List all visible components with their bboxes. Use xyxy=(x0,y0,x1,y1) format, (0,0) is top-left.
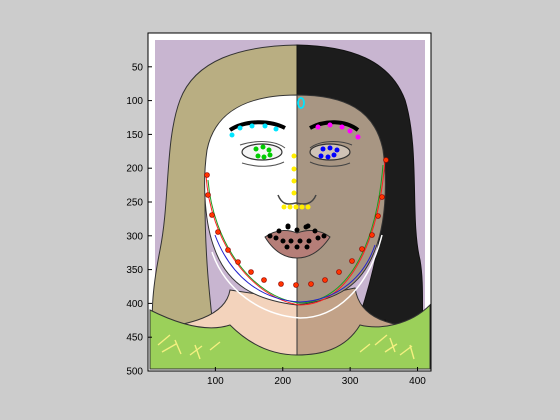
left-eyebrow-point xyxy=(249,123,255,129)
x-tick-label: 400 xyxy=(409,376,426,387)
right-eyebrow-point xyxy=(355,134,361,140)
left-eye-point xyxy=(267,152,273,158)
mouth-point xyxy=(276,228,282,234)
right-eyebrow xyxy=(309,120,360,132)
y-tick-label: 200 xyxy=(126,164,143,175)
mouth-point xyxy=(267,233,273,239)
jaw-point xyxy=(322,277,328,283)
jaw-point xyxy=(248,269,254,275)
jaw-point xyxy=(379,194,385,200)
x-tick-label: 300 xyxy=(342,376,359,387)
y-tick-label: 400 xyxy=(126,299,143,310)
forehead-marker xyxy=(297,97,305,109)
jaw-point xyxy=(209,212,215,218)
nose-point xyxy=(293,204,299,210)
jaw-point xyxy=(308,281,314,287)
jaw-point xyxy=(359,246,365,252)
jaw-point xyxy=(235,259,241,265)
right-eyebrow-point xyxy=(315,124,321,130)
lips xyxy=(264,230,331,259)
jaw-fit-red xyxy=(205,159,386,306)
x-tick-label: 100 xyxy=(207,376,224,387)
left-eye-point xyxy=(261,154,267,160)
mouth-point xyxy=(294,227,300,233)
right-eye-point xyxy=(320,146,326,152)
nose-point xyxy=(281,204,287,210)
mouth-point xyxy=(280,238,286,244)
jaw-fit-white xyxy=(211,234,383,319)
right-eyebrow-point xyxy=(327,122,333,128)
jaw-point xyxy=(215,229,221,235)
face-image xyxy=(149,35,431,370)
y-tick-label: 100 xyxy=(126,96,143,107)
right-eye-point xyxy=(331,152,337,158)
shirt xyxy=(149,303,431,370)
mouth-point xyxy=(321,233,327,239)
left-eye-point xyxy=(266,147,272,153)
landmark-points xyxy=(204,97,389,288)
jaw-point xyxy=(293,282,299,288)
mouth-point xyxy=(294,244,300,250)
jaw-point xyxy=(261,277,267,283)
mouth-point xyxy=(284,244,290,250)
y-tick-label: 50 xyxy=(132,62,144,73)
y-tick-label: 450 xyxy=(126,333,143,344)
jaw-point xyxy=(278,281,284,287)
shirt-pattern xyxy=(157,334,415,360)
y-axis: 50 100 150 200 250 300 350 400 450 500 xyxy=(126,62,152,378)
left-eyebrow-point xyxy=(262,123,268,129)
jaw-point xyxy=(375,213,381,219)
nose xyxy=(277,194,317,205)
mouth-point xyxy=(288,238,294,244)
mouth-point xyxy=(306,238,312,244)
mouth-point xyxy=(304,244,310,250)
jaw-point xyxy=(205,192,211,198)
nose-point xyxy=(287,204,293,210)
nose-point xyxy=(291,178,297,184)
x-tick-label: 200 xyxy=(274,376,291,387)
left-eyebrow-point xyxy=(273,126,279,132)
mouth-point xyxy=(297,238,303,244)
jaw-point xyxy=(369,232,375,238)
right-eyebrow-point xyxy=(347,128,353,134)
mouth-point xyxy=(315,235,321,241)
nose-point xyxy=(305,204,311,210)
y-tick-label: 500 xyxy=(126,367,143,378)
mouth-point xyxy=(312,228,318,234)
nose-point xyxy=(291,166,297,172)
nose-point xyxy=(291,153,297,159)
nose-point xyxy=(299,204,305,210)
jaw-fit-blue xyxy=(214,234,376,303)
jaw-point xyxy=(383,157,389,163)
jaw-point xyxy=(225,247,231,253)
left-eyebrow-point xyxy=(229,132,235,138)
mouth-point xyxy=(285,223,291,229)
jaw-point xyxy=(336,269,342,275)
y-tick-label: 300 xyxy=(126,231,143,242)
x-axis: 100 200 300 400 xyxy=(207,367,426,387)
left-eye-point xyxy=(255,153,261,159)
y-tick-label: 250 xyxy=(126,198,143,209)
jaw-point xyxy=(349,258,355,264)
left-eye-point xyxy=(253,146,259,152)
y-tick-label: 350 xyxy=(126,265,143,276)
right-eye-point xyxy=(327,145,333,151)
mouth-point xyxy=(305,223,311,229)
y-tick-label: 150 xyxy=(126,130,143,141)
right-eye-point xyxy=(318,153,324,159)
mouth-point xyxy=(273,235,279,241)
jaw-point xyxy=(204,172,210,178)
left-eyebrow xyxy=(228,120,286,132)
right-eyebrow-point xyxy=(339,124,345,130)
nose-point xyxy=(291,190,297,196)
right-eye-point xyxy=(325,154,331,160)
left-eye-point xyxy=(260,144,266,150)
left-eyebrow-point xyxy=(237,125,243,131)
right-eye-point xyxy=(334,147,340,153)
